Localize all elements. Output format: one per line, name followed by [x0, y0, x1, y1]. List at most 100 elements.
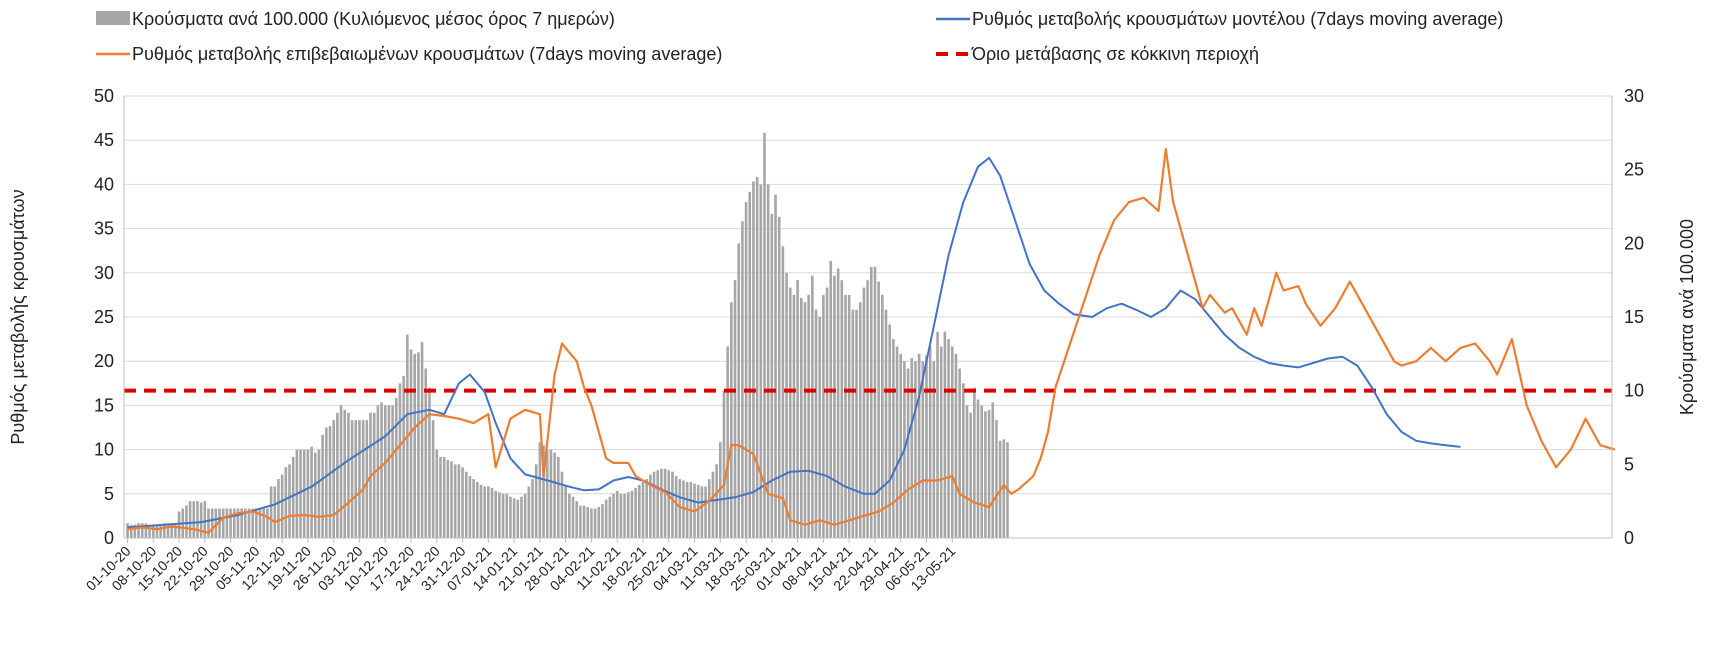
bar — [339, 405, 343, 538]
bar — [829, 261, 833, 538]
bar — [140, 523, 144, 538]
bar — [914, 361, 917, 538]
left-tick-label: 10 — [94, 440, 114, 460]
bar — [969, 412, 972, 538]
bar — [428, 387, 431, 538]
bar — [973, 387, 976, 538]
bar — [921, 361, 925, 538]
bar — [266, 508, 269, 538]
bar — [726, 346, 729, 538]
bar — [523, 493, 527, 538]
bar — [225, 508, 229, 538]
bar — [807, 294, 810, 538]
bar — [818, 317, 822, 538]
bar — [527, 486, 531, 538]
bar — [148, 524, 151, 538]
confirmed-rate-line — [127, 147, 1616, 534]
bar — [391, 405, 394, 538]
bar — [402, 375, 405, 538]
bar — [630, 490, 634, 538]
bar — [350, 420, 354, 538]
bar — [737, 243, 741, 539]
left-tick-label: 20 — [94, 351, 114, 371]
bar — [144, 523, 148, 538]
bar — [435, 449, 439, 538]
bar — [505, 493, 509, 538]
bar — [431, 420, 435, 538]
bar — [777, 216, 781, 538]
bar — [800, 297, 803, 538]
bar — [766, 184, 770, 538]
bar — [822, 294, 825, 538]
bar — [947, 339, 950, 538]
bar — [1002, 439, 1006, 538]
bar — [347, 412, 350, 538]
bar — [280, 474, 284, 538]
bar — [512, 498, 516, 538]
bar — [604, 499, 608, 538]
bar — [542, 445, 545, 538]
bar — [232, 508, 236, 538]
bar — [744, 202, 748, 538]
bar — [313, 452, 317, 538]
bar — [376, 405, 380, 538]
bar — [637, 484, 641, 538]
bar — [579, 505, 582, 538]
bar — [785, 272, 788, 538]
bar — [958, 368, 961, 538]
bar — [549, 449, 553, 538]
bar — [417, 352, 420, 538]
left-tick-label: 45 — [94, 130, 114, 150]
bar — [317, 449, 321, 538]
bar — [869, 266, 873, 538]
bar — [446, 459, 450, 538]
left-tick-label: 15 — [94, 395, 114, 415]
bar — [928, 346, 932, 538]
bar — [943, 331, 947, 538]
bar — [442, 456, 446, 538]
bar — [862, 287, 866, 538]
bar — [464, 471, 468, 538]
bar — [439, 456, 442, 538]
bar — [568, 493, 571, 538]
bar — [354, 420, 358, 538]
bar — [674, 476, 678, 538]
bar — [258, 508, 262, 538]
bar — [575, 501, 579, 538]
bar — [811, 275, 814, 538]
bar — [159, 524, 162, 538]
bar — [133, 524, 137, 538]
bar — [262, 508, 266, 538]
bar — [796, 280, 799, 538]
bar — [475, 482, 479, 538]
left-axis-title: Ρυθμός μεταβολής κρουσμάτων — [8, 189, 28, 444]
legend-label: Ρυθμός μεταβολής επιβεβαιωμένων κρουσμάτ… — [132, 44, 722, 64]
bar — [564, 486, 567, 538]
bar — [192, 501, 196, 538]
bar — [129, 524, 133, 538]
right-tick-label: 5 — [1624, 454, 1634, 474]
bar — [976, 399, 980, 538]
bar — [302, 449, 306, 538]
bar — [453, 464, 457, 538]
bar — [490, 487, 494, 538]
bar — [560, 471, 564, 538]
left-tick-label: 0 — [104, 528, 114, 548]
bar — [855, 309, 858, 538]
bar — [936, 331, 939, 538]
bar — [866, 280, 869, 538]
bar — [917, 353, 921, 538]
bar — [851, 309, 855, 538]
bar — [619, 493, 623, 538]
bar — [741, 221, 744, 538]
bar — [707, 479, 711, 538]
bar — [487, 486, 490, 538]
bar — [755, 177, 759, 539]
bar — [450, 461, 453, 538]
bar — [634, 487, 637, 538]
bar — [597, 507, 601, 538]
legend-bar-swatch — [96, 11, 130, 25]
bar — [509, 496, 512, 538]
